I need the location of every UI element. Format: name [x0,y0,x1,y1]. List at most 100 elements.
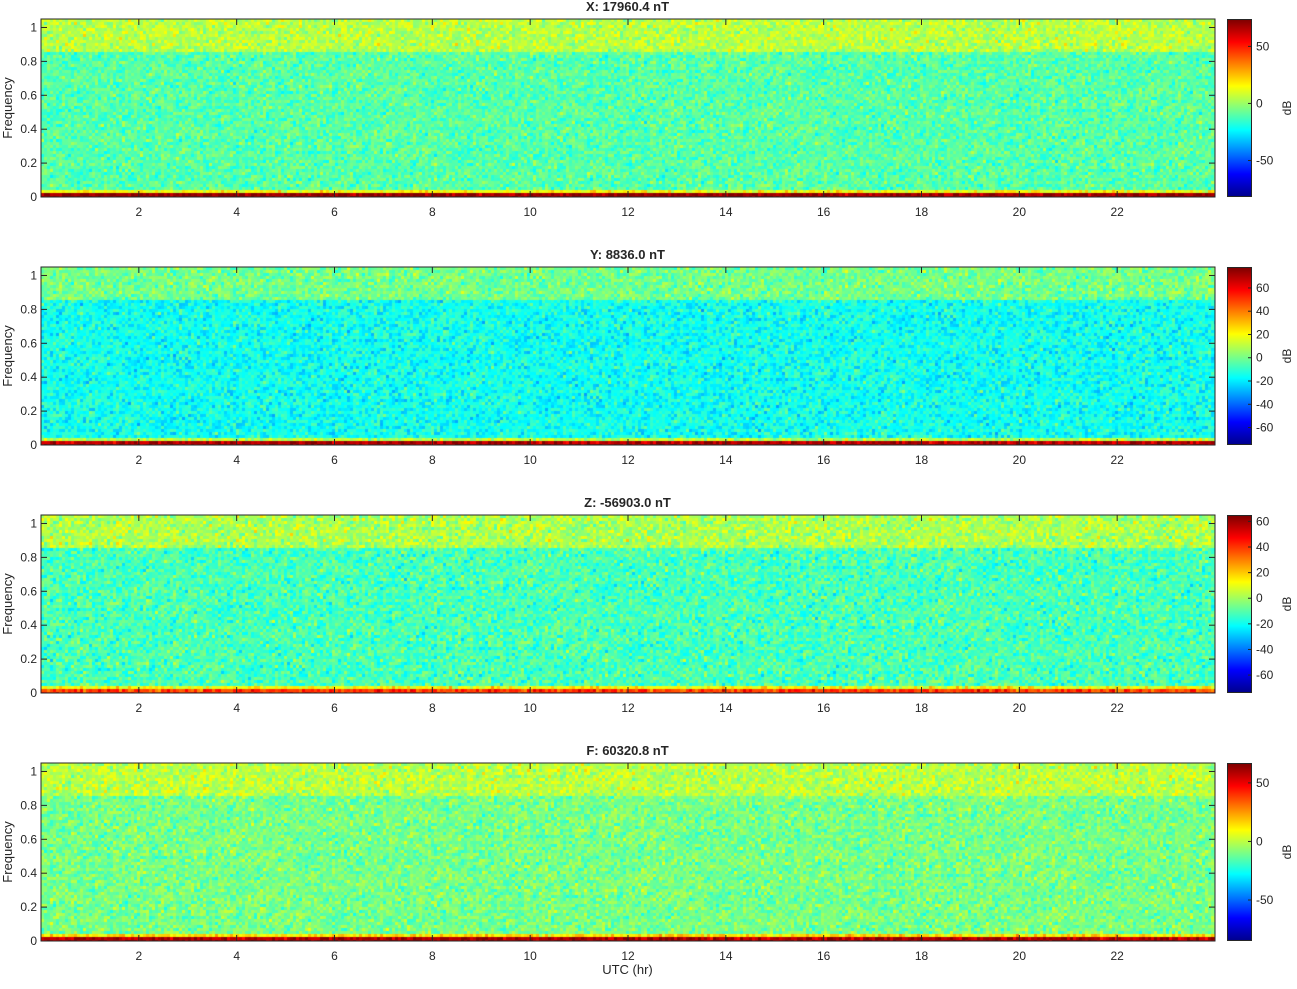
colorbar-label: dB [1280,845,1294,860]
x-tick-label: 10 [523,205,537,219]
colorbar-tick-label: -60 [1256,668,1274,682]
y-tick-label: 0 [30,686,37,700]
y-tick-label: 0 [30,190,37,204]
x-tick-label: 2 [135,701,142,715]
colorbar [1227,515,1252,693]
panel-title: Z: -56903.0 nT [584,495,671,510]
colorbar-tick-label: 50 [1256,776,1270,790]
y-tick-label: 0.6 [20,584,37,598]
y-tick-label: 0.8 [20,302,37,316]
x-tick-label: 14 [719,453,733,467]
y-tick-label: 0.8 [20,54,37,68]
x-axis-label: UTC (hr) [602,962,653,977]
colorbar-tick-label: -60 [1256,421,1274,435]
x-tick-label: 22 [1110,701,1124,715]
y-tick-label: 0.4 [20,866,37,880]
x-tick-label: 14 [719,205,733,219]
x-tick-label: 2 [135,453,142,467]
panel-title: F: 60320.8 nT [586,743,669,758]
x-tick-label: 10 [523,701,537,715]
x-tick-label: 6 [331,701,338,715]
x-tick-label: 4 [233,949,240,963]
y-tick-label: 0.6 [20,336,37,350]
colorbar-tick-label: 0 [1256,351,1263,365]
axes-frame [40,762,1216,942]
y-tick-label: 0.2 [20,900,37,914]
y-axis-label: Frequency [0,573,15,635]
colorbar [1227,19,1252,197]
colorbar-tick-label: 0 [1256,96,1263,110]
y-tick-label: 0.4 [20,618,37,632]
axes-frame [40,514,1216,694]
colorbar-tick-label: 20 [1256,566,1270,580]
spectrogram-panel-y: Y: 8836.0 nT 2 4 6 8 10 12 14 16 18 20 22 0 0.2 0.4 0.… [0,248,1297,493]
x-tick-label: 18 [915,205,929,219]
x-tick-label: 6 [331,949,338,963]
colorbar-tick-label: 40 [1256,540,1270,554]
x-tick-label: 20 [1013,453,1027,467]
x-tick-label: 14 [719,949,733,963]
spectrogram-image [41,763,1215,941]
y-tick-label: 0 [30,438,37,452]
panel-title: X: 17960.4 nT [585,0,670,14]
x-tick-label: 10 [523,949,537,963]
x-tick-label: 6 [331,205,338,219]
colorbar-tick-label: -20 [1256,374,1274,388]
axes-overlay: 2 4 6 8 10 12 14 16 18 20 22 0 0.2 0.4 0.6 0.8 1 Frequenc… [0,18,1294,219]
spectrogram-image [41,19,1215,197]
x-tick-label: 2 [135,205,142,219]
x-tick-label: 16 [817,453,831,467]
spectrogram-panel-x: X: 17960.4 nT 2 4 6 8 10 12 14 16 18 20 22 0 0.2 0.4 0… [0,0,1297,245]
x-tick-label: 18 [915,453,929,467]
spectrogram-panel-z: Z: -56903.0 nT 2 4 6 8 10 12 14 16 18 20 22 0 0.2 0.4… [0,496,1297,741]
x-tick-label: 22 [1110,453,1124,467]
y-tick-label: 0.2 [20,652,37,666]
x-tick-label: 16 [817,949,831,963]
colorbar-label: dB [1280,349,1294,364]
x-tick-label: 18 [915,701,929,715]
colorbar-tick-label: 60 [1256,514,1270,528]
x-tick-label: 16 [817,205,831,219]
colorbar-tick-label: 0 [1256,591,1263,605]
colorbar-tick-label: -40 [1256,397,1274,411]
x-tick-label: 10 [523,453,537,467]
x-tick-label: 4 [233,205,240,219]
x-tick-label: 14 [719,701,733,715]
x-tick-label: 8 [429,701,436,715]
x-tick-label: 20 [1013,949,1027,963]
x-tick-label: 8 [429,205,436,219]
y-tick-label: 1 [30,764,37,778]
x-tick-label: 12 [621,949,635,963]
x-tick-label: 12 [621,205,635,219]
colorbar-label: dB [1280,597,1294,612]
colorbar [1227,763,1252,941]
colorbar-tick-label: -50 [1256,893,1274,907]
colorbar-tick-label: 0 [1256,834,1263,848]
colorbar-label: dB [1280,101,1294,116]
y-axis-label: Frequency [0,821,15,883]
x-tick-label: 8 [429,453,436,467]
axes-overlay: 2 4 6 8 10 12 14 16 18 20 22 0 0.2 0.4 0.6 0.8 1 Frequenc… [0,514,1294,715]
x-tick-label: 12 [621,701,635,715]
colorbar-tick-label: 60 [1256,281,1270,295]
colorbar-tick-label: -40 [1256,642,1274,656]
y-tick-label: 1 [30,516,37,530]
y-tick-label: 0.6 [20,88,37,102]
x-tick-label: 12 [621,453,635,467]
colorbar-tick-label: 50 [1256,39,1270,53]
y-tick-label: 0.4 [20,370,37,384]
x-tick-label: 22 [1110,949,1124,963]
y-tick-label: 0.2 [20,156,37,170]
x-tick-label: 2 [135,949,142,963]
x-tick-label: 22 [1110,205,1124,219]
x-tick-label: 4 [233,453,240,467]
x-tick-label: 16 [817,701,831,715]
spectrogram-image [41,515,1215,693]
colorbar [1227,267,1252,445]
y-axis-label: Frequency [0,77,15,139]
x-tick-label: 4 [233,701,240,715]
x-tick-label: 20 [1013,205,1027,219]
axes-overlay: 2 4 6 8 10 12 14 16 18 20 22 0 0.2 0.4 0.6 0.8 1 Frequenc… [0,762,1294,963]
x-tick-label: 8 [429,949,436,963]
y-tick-label: 1 [30,268,37,282]
